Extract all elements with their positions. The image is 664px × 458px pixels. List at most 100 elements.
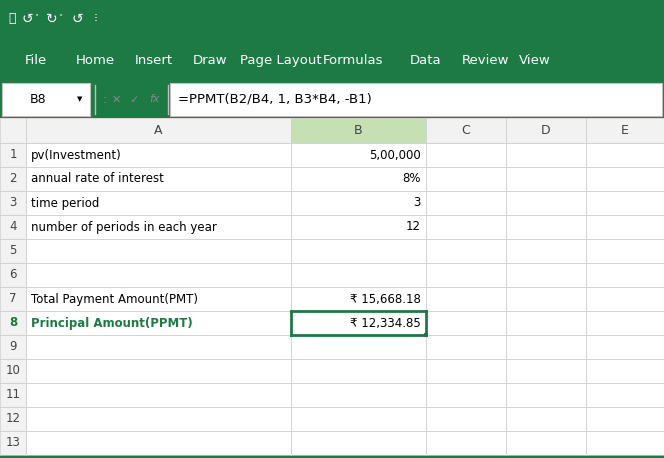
- Bar: [506, 311, 586, 335]
- Bar: [426, 335, 506, 359]
- Bar: [424, 333, 428, 337]
- Bar: [0, 311, 26, 335]
- Bar: [506, 431, 586, 455]
- Bar: [26, 118, 291, 143]
- Text: View: View: [519, 54, 550, 67]
- Text: File: File: [25, 54, 47, 67]
- Text: 3: 3: [9, 196, 17, 209]
- Bar: [586, 143, 664, 167]
- Bar: [0, 239, 26, 263]
- Bar: [0, 431, 26, 455]
- Bar: [0, 143, 26, 167]
- Bar: [506, 191, 586, 215]
- Bar: [0, 383, 26, 407]
- Bar: [506, 118, 586, 143]
- Text: 2: 2: [9, 173, 17, 185]
- Text: ₹ 15,668.18: ₹ 15,668.18: [350, 293, 421, 305]
- Bar: [426, 167, 506, 191]
- Bar: [586, 239, 664, 263]
- Bar: [26, 407, 291, 431]
- Bar: [426, 143, 506, 167]
- Text: 4: 4: [9, 220, 17, 234]
- Bar: [0, 167, 26, 191]
- Bar: [586, 335, 664, 359]
- Bar: [291, 263, 426, 287]
- Bar: [26, 383, 291, 407]
- Text: fx: fx: [150, 94, 160, 104]
- Bar: [0, 407, 26, 431]
- Text: C: C: [461, 124, 470, 137]
- Bar: [426, 407, 506, 431]
- Text: Draw: Draw: [193, 54, 228, 67]
- Text: 5: 5: [9, 245, 17, 257]
- Bar: [291, 335, 426, 359]
- Bar: [0, 335, 26, 359]
- Bar: [0, 215, 26, 239]
- Bar: [506, 383, 586, 407]
- Text: B8: B8: [30, 93, 46, 106]
- Bar: [506, 167, 586, 191]
- Bar: [291, 143, 426, 167]
- Bar: [26, 431, 291, 455]
- Bar: [291, 239, 426, 263]
- Bar: [426, 263, 506, 287]
- Bar: [291, 431, 426, 455]
- Bar: [426, 431, 506, 455]
- Text: 9: 9: [9, 340, 17, 354]
- Text: ˅: ˅: [58, 15, 62, 23]
- Bar: [0, 118, 26, 143]
- Text: ⬜: ⬜: [8, 12, 15, 26]
- Text: 8: 8: [9, 316, 17, 329]
- Text: D: D: [541, 124, 551, 137]
- Bar: [0, 359, 26, 383]
- Text: 10: 10: [5, 365, 21, 377]
- Bar: [586, 191, 664, 215]
- Bar: [291, 311, 426, 335]
- Bar: [426, 239, 506, 263]
- Text: A: A: [154, 124, 163, 137]
- Bar: [506, 263, 586, 287]
- Bar: [506, 407, 586, 431]
- Text: 8%: 8%: [402, 173, 421, 185]
- Bar: [26, 167, 291, 191]
- Bar: [291, 167, 426, 191]
- Text: ₹ 12,334.85: ₹ 12,334.85: [350, 316, 421, 329]
- Text: ▼: ▼: [77, 97, 83, 103]
- Bar: [2, 83, 90, 116]
- Bar: [26, 191, 291, 215]
- Bar: [506, 215, 586, 239]
- Bar: [506, 239, 586, 263]
- Bar: [586, 431, 664, 455]
- Bar: [426, 383, 506, 407]
- Bar: [586, 407, 664, 431]
- Text: Page Layout: Page Layout: [240, 54, 321, 67]
- Text: B: B: [354, 124, 363, 137]
- Text: Principal Amount(PPMT): Principal Amount(PPMT): [31, 316, 193, 329]
- Text: 3: 3: [414, 196, 421, 209]
- Text: 12: 12: [5, 413, 21, 425]
- Bar: [0, 191, 26, 215]
- Text: Formulas: Formulas: [323, 54, 384, 67]
- Text: Data: Data: [410, 54, 442, 67]
- Bar: [26, 263, 291, 287]
- Bar: [426, 191, 506, 215]
- Bar: [291, 359, 426, 383]
- Bar: [26, 239, 291, 263]
- Bar: [586, 215, 664, 239]
- Bar: [426, 118, 506, 143]
- Bar: [26, 143, 291, 167]
- Bar: [291, 118, 426, 143]
- Text: annual rate of interest: annual rate of interest: [31, 173, 164, 185]
- Text: 13: 13: [5, 436, 21, 449]
- Text: =PPMT(B2/B4, 1, B3*B4, -B1): =PPMT(B2/B4, 1, B3*B4, -B1): [178, 93, 372, 106]
- Bar: [586, 359, 664, 383]
- Bar: [426, 311, 506, 335]
- Text: 11: 11: [5, 388, 21, 402]
- Bar: [506, 359, 586, 383]
- Bar: [426, 287, 506, 311]
- Bar: [586, 167, 664, 191]
- Bar: [26, 287, 291, 311]
- Bar: [291, 407, 426, 431]
- Bar: [586, 287, 664, 311]
- Text: :: :: [103, 93, 108, 106]
